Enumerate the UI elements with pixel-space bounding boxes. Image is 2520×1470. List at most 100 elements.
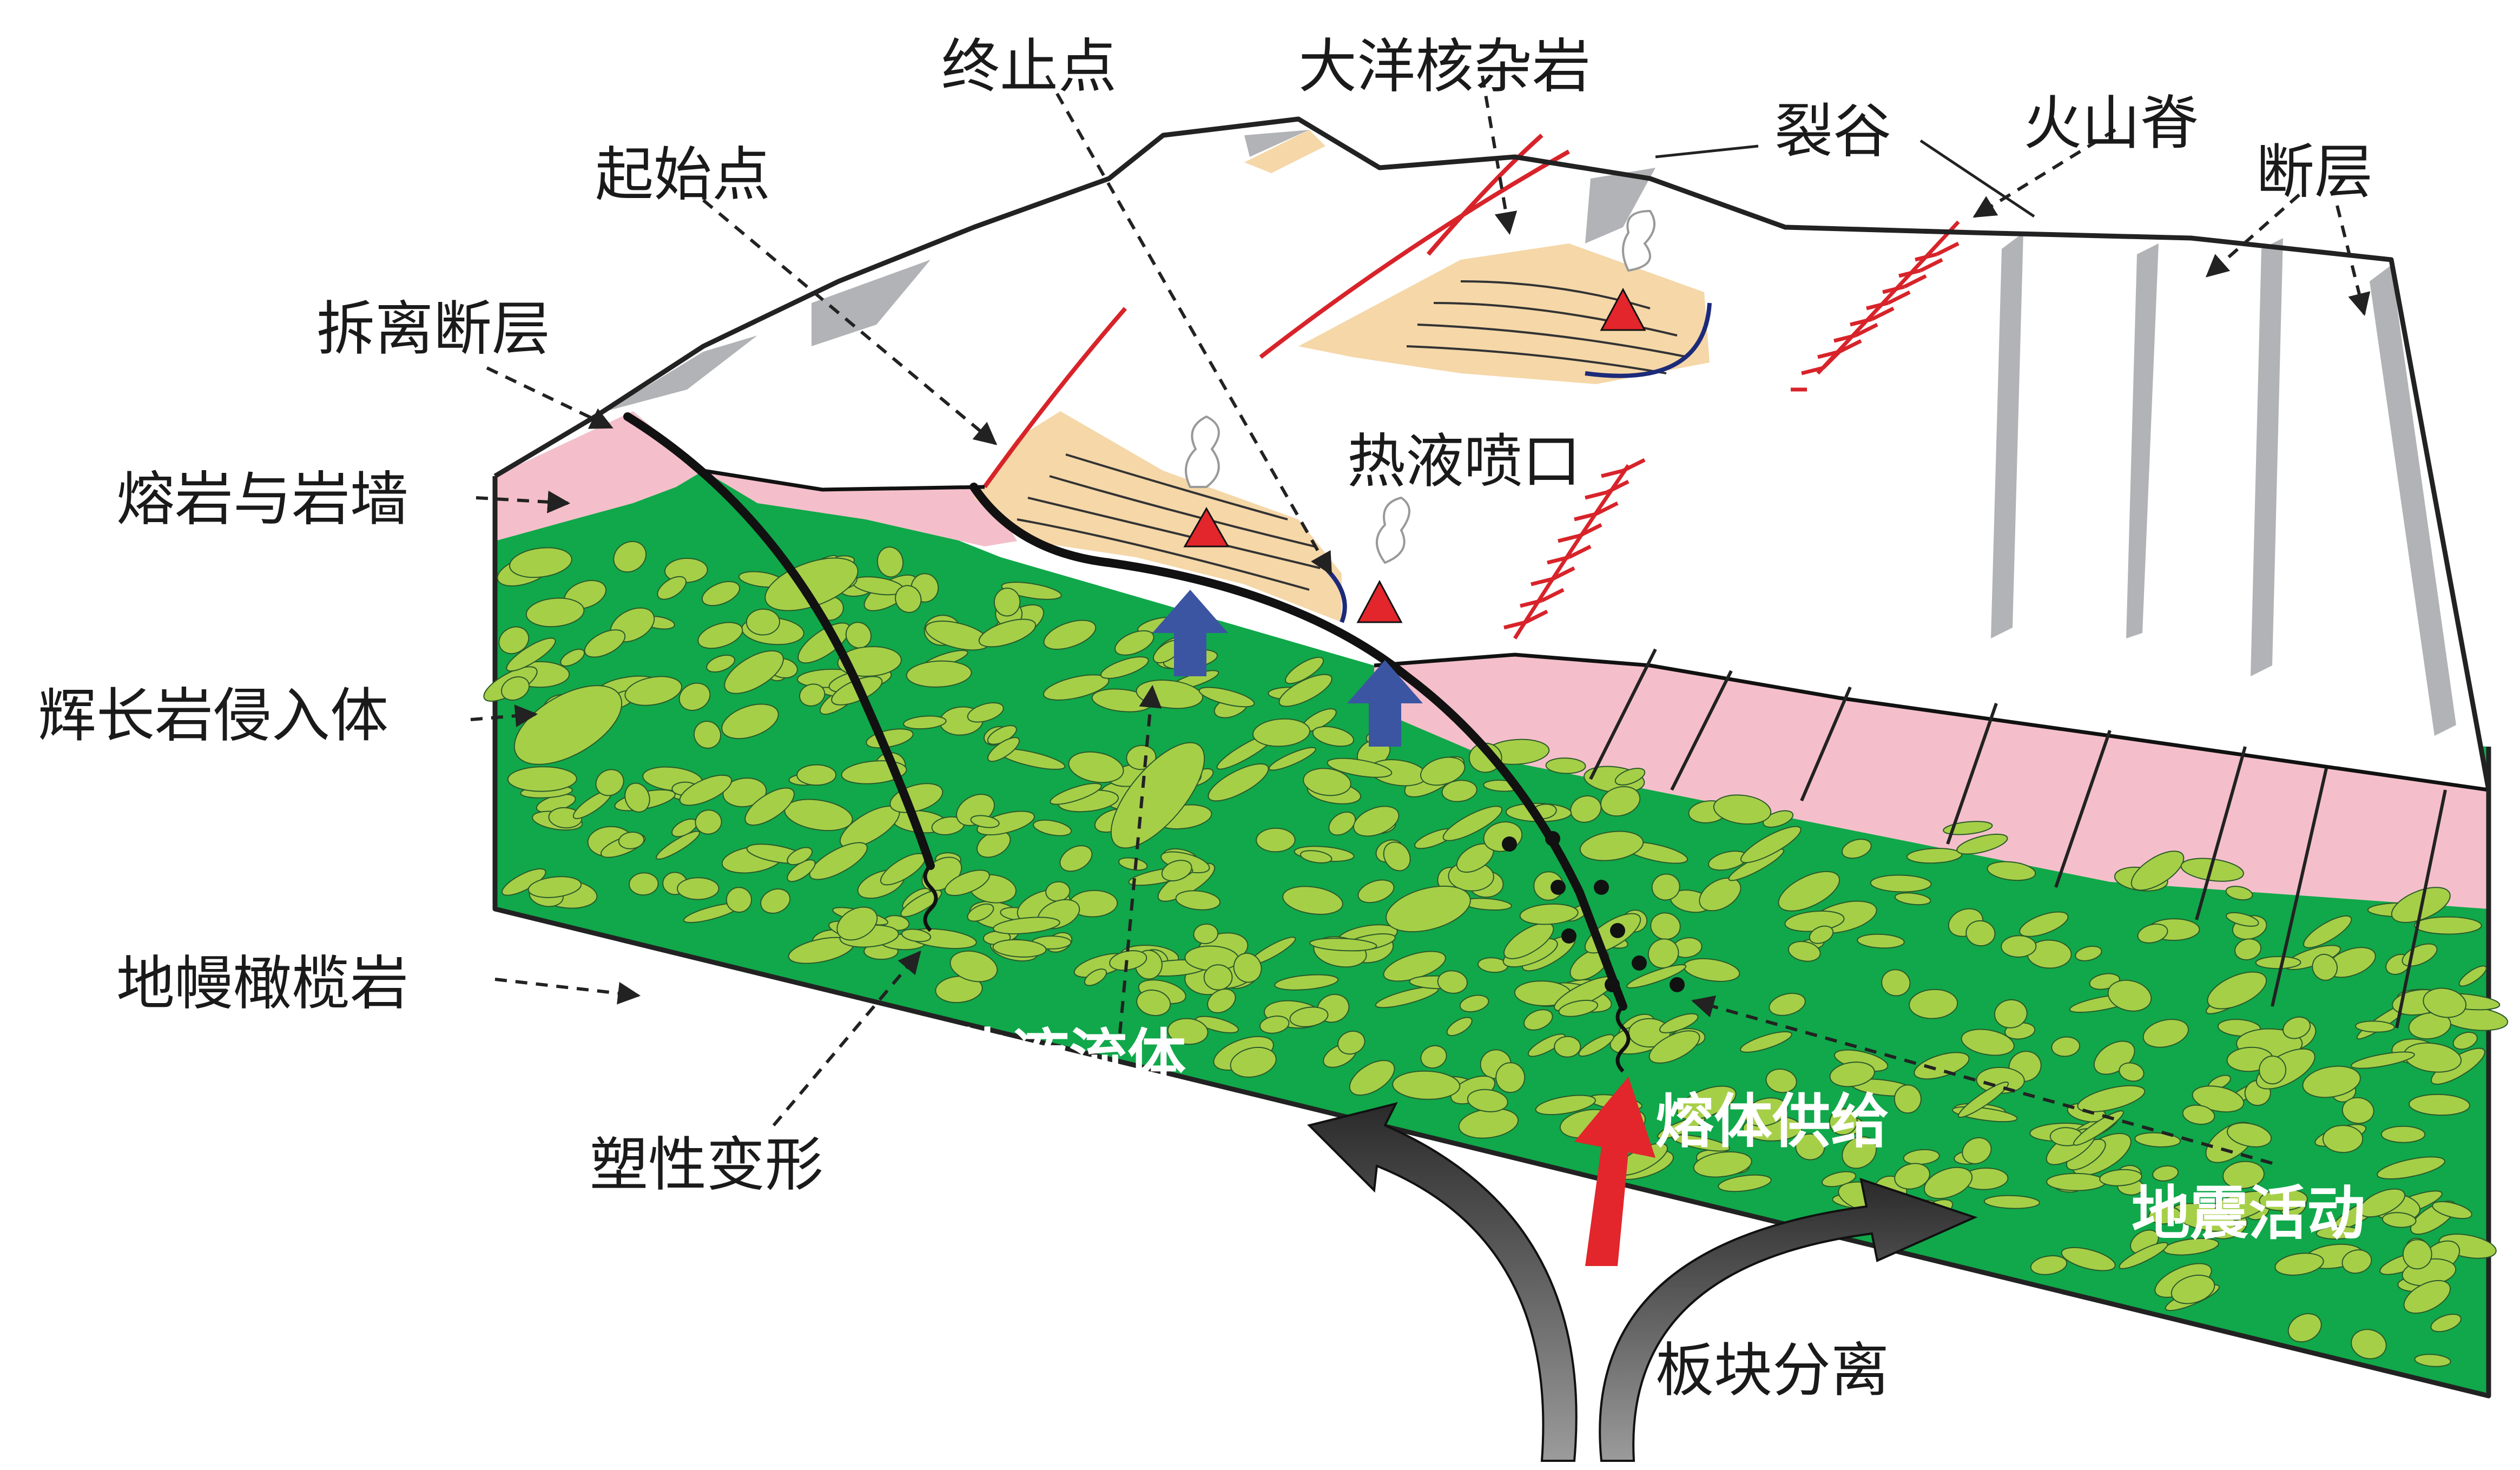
gabbro-lens (1841, 839, 1872, 859)
label-start-point: 起始点 (595, 141, 770, 209)
gabbro-lens (2430, 1314, 2462, 1333)
gabbro-lens (2351, 1329, 2387, 1360)
gabbro-lens (1894, 892, 1931, 906)
seismic-dots (1502, 831, 1685, 992)
gabbro-lens (1033, 819, 1072, 836)
gabbro-lens (1857, 933, 1905, 949)
gabbro-lens (1136, 989, 1171, 1017)
gabbro-lens (2119, 1062, 2145, 1082)
core-complex-striations (1017, 280, 1688, 591)
gabbro-lens (2377, 1156, 2445, 1179)
gabbro-lens-large (1386, 885, 1471, 933)
gabbro-lens (1957, 1082, 2009, 1118)
seafloor-surface (495, 119, 2489, 790)
gabbro-lens (1744, 1097, 1788, 1127)
gabbro-lens (722, 777, 767, 808)
gabbro-lens (2225, 886, 2253, 901)
gabbro-lens (1459, 994, 1489, 1013)
gabbro-lens (2234, 938, 2262, 961)
gabbro-lens (2171, 1275, 2215, 1304)
gabbro-lens (1739, 1031, 1792, 1053)
vent-triangle-2 (1356, 579, 1403, 623)
gabbro-lens (2134, 1132, 2181, 1148)
gabbro-lens (2402, 1239, 2432, 1270)
fault-scarp-shadows (606, 130, 2456, 736)
label-oceanic-core-complex: 大洋核杂岩 (1298, 33, 1591, 101)
gabbro-lens (1043, 674, 1110, 701)
ductile-squiggle-left (923, 864, 938, 932)
gabbro-lens (1535, 1095, 1596, 1116)
gabbro-lens (987, 737, 1020, 762)
gabbro-lens (721, 703, 779, 740)
gabbro-lens (1987, 861, 2036, 881)
gabbro-lens (796, 764, 837, 786)
gabbro-lens (1233, 952, 1262, 983)
gabbro-lens (1961, 1029, 2015, 1056)
gabbro-lens (760, 888, 791, 914)
gabbro-lens (679, 774, 733, 806)
melt-supply-arrow (1574, 1077, 1655, 1266)
gabbro-lens (525, 597, 585, 628)
gabbro-lens (595, 769, 624, 796)
gabbro-lens (1626, 964, 1687, 988)
gabbro-lens (1651, 873, 1680, 901)
gabbro-lens (677, 877, 720, 900)
gabbro-lens (935, 975, 983, 1003)
gabbro-lens (1906, 848, 1963, 864)
gabbro-lens (787, 859, 816, 882)
gabbro-lens (1420, 756, 1466, 786)
gabbro-lens (2380, 1125, 2426, 1143)
vent-triangle-1 (1183, 506, 1230, 548)
gabbro-lens (2341, 1097, 2374, 1124)
gabbro-lens (1909, 988, 1958, 1019)
gabbro-lens (2403, 1280, 2451, 1314)
gabbro-lens (548, 807, 583, 829)
gabbro-lens-large (513, 685, 623, 765)
gabbro-lens (2001, 935, 2037, 958)
label-plate-separation: 板块分离 (1655, 1337, 1889, 1405)
gabbro-lens (2302, 1065, 2361, 1098)
gabbro-lens (1353, 806, 1400, 837)
gabbro-lens (618, 832, 645, 849)
gabbro-lens (1778, 871, 1840, 912)
core-complex-edge-2 (1585, 302, 1712, 378)
gabbro-lens (1870, 874, 1932, 893)
gabbro-lens (1268, 747, 1316, 771)
gabbro-lens (1569, 948, 1609, 981)
gabbro-lens (949, 950, 998, 983)
gabbro-lens (2030, 1255, 2068, 1275)
gabbro-lens (967, 702, 1004, 723)
gabbro-lens (2207, 971, 2267, 1010)
gabbro-lens (1198, 687, 1255, 708)
gabbro-lens (2051, 1036, 2081, 1057)
gabbro-lens (1829, 1108, 1858, 1136)
gabbro-lens (1327, 757, 1393, 778)
label-detachment-fault: 拆离断层 (316, 295, 550, 363)
gabbro-lens (1554, 1036, 1581, 1058)
gabbro-lens (1994, 999, 2028, 1029)
normal-faults (1589, 648, 2447, 1029)
gabbro-lens (706, 655, 735, 673)
label-layer: 终止点 大洋核杂岩 裂谷 火山脊 断层 起始点 拆离断层 熔岩与岩墙 热液喷口 … (38, 33, 2373, 1405)
gabbro-lens (1059, 845, 1093, 872)
gabbro-lens (1303, 768, 1351, 796)
gabbro-lens (1503, 922, 1554, 959)
hydrothermal-fluid-arrows (1152, 590, 1423, 747)
plate-arrow-left (1307, 1102, 1578, 1462)
detachment-fault-left (623, 412, 935, 870)
leader-lines (470, 75, 2371, 1165)
gabbro-lens (993, 588, 1021, 617)
gabbro-lens (657, 576, 687, 600)
gabbro-lens (1274, 974, 1339, 991)
gabbro-lens (906, 660, 972, 688)
gabbro-lens (624, 676, 683, 706)
gabbro-lens (2222, 1161, 2265, 1189)
gabbro-lens (1579, 830, 1644, 861)
gabbro-lens (2137, 923, 2168, 944)
gabbro-lens (1894, 1084, 1922, 1114)
label-plastic-deformation: 塑性变形 (590, 1131, 823, 1199)
gabbro-lens (664, 557, 708, 583)
gabbro-lens (944, 869, 990, 896)
gabbro-lens (1965, 920, 1996, 947)
gabbro-lens (1299, 850, 1332, 863)
